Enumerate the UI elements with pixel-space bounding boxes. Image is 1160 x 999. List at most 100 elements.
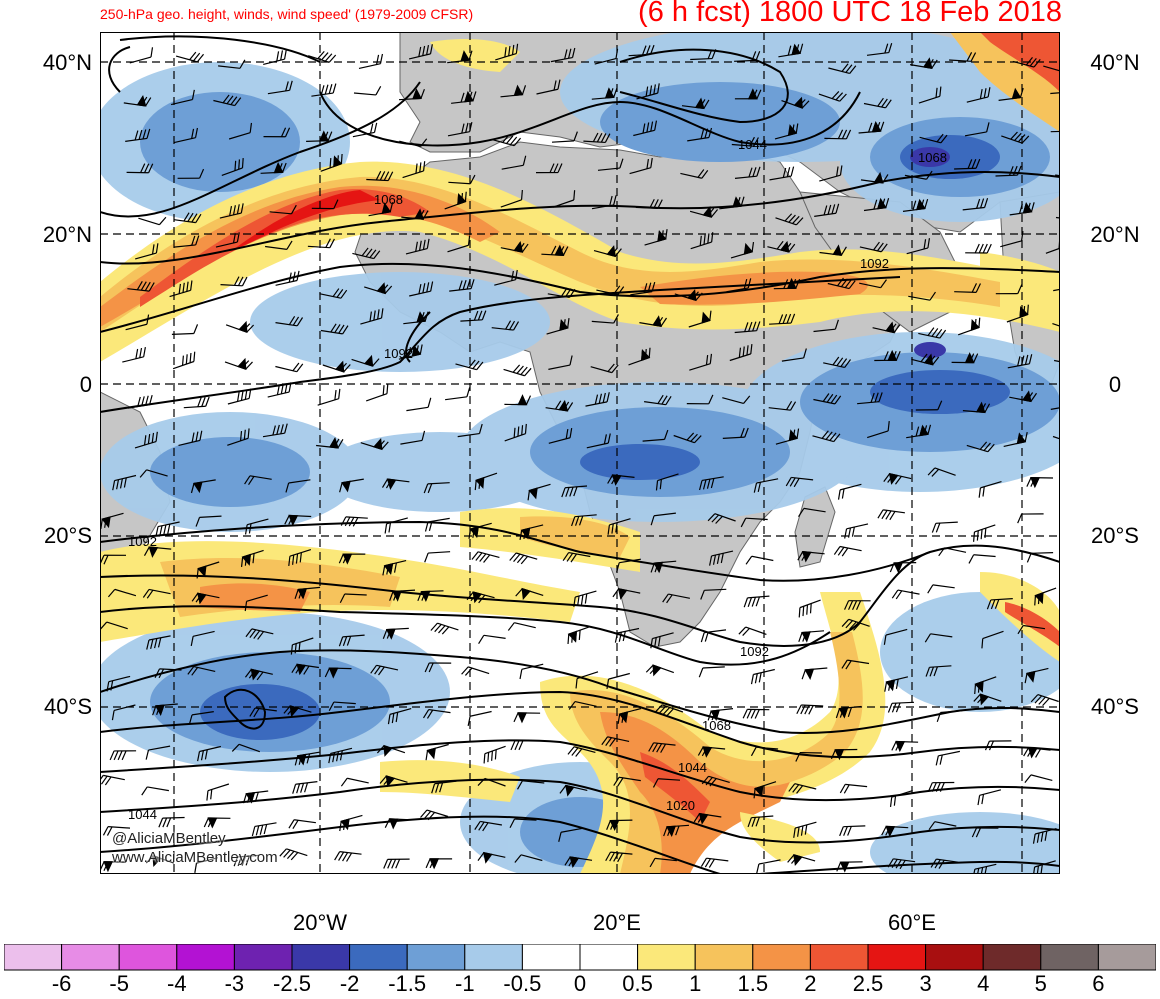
wind-barb	[966, 87, 991, 103]
wind-barb	[722, 395, 751, 405]
wind-barb	[360, 308, 384, 325]
wind-barb	[734, 50, 761, 62]
colorbar-tick-label: -4	[167, 971, 187, 996]
wind-barb	[233, 854, 260, 867]
wind-barb	[673, 432, 702, 444]
wind-barb	[551, 131, 578, 143]
wind-barb	[100, 861, 127, 873]
wind-barb	[381, 478, 410, 491]
wind-barb	[844, 600, 871, 610]
wind-barb	[951, 352, 979, 364]
contour-label: 1068	[702, 718, 731, 733]
lat-label-20n-left: 20°N	[42, 222, 92, 247]
wind-barb	[575, 671, 599, 689]
colorbar-cell	[579, 944, 639, 971]
wind-barb	[995, 284, 1023, 295]
wind-barb	[468, 522, 492, 539]
wind-barb	[650, 632, 674, 649]
wind-barb	[170, 89, 195, 106]
wind-barb	[830, 748, 858, 761]
wind-barb	[112, 474, 137, 491]
wind-barb	[1032, 828, 1057, 844]
lon-label-20w: 20°W	[292, 910, 348, 935]
wind-barb	[1055, 174, 1060, 179]
wind-barb	[841, 618, 870, 631]
wind-barb	[662, 593, 691, 604]
wind-barb	[931, 521, 958, 533]
wind-barb	[449, 279, 475, 292]
wind-barb	[927, 467, 956, 477]
colorbar-cell	[406, 944, 466, 971]
wind-barb	[240, 549, 264, 567]
wind-barb	[700, 857, 729, 868]
wind-barb	[567, 746, 596, 757]
wind-barb	[173, 127, 199, 144]
wind-barb	[824, 129, 852, 140]
wind-barb	[292, 781, 318, 794]
wind-barb	[183, 396, 210, 409]
wind-barb	[586, 433, 611, 449]
wind-barb	[687, 127, 713, 142]
wind-barb	[406, 397, 432, 412]
wind-barb	[358, 53, 384, 69]
colorbar-tick-label: -6	[51, 971, 72, 996]
wind-barb	[218, 59, 246, 69]
credit-twitter: @AliciaMBentley	[112, 830, 226, 847]
wind-barb	[106, 675, 131, 692]
wind-barb	[500, 241, 529, 253]
wind-barb	[628, 44, 655, 57]
wind-barb	[171, 324, 199, 335]
wind-barb	[1052, 323, 1060, 332]
wind-barb	[750, 668, 775, 685]
wind-barb	[1007, 354, 1033, 369]
wind-barb	[474, 472, 498, 491]
wind-barb	[483, 745, 506, 764]
colorbar-cell	[637, 944, 696, 971]
wind-barb	[927, 584, 955, 594]
wind-barb	[328, 747, 353, 764]
wind-barb	[597, 158, 624, 171]
wind-barb	[249, 707, 277, 718]
wind-barb	[740, 517, 768, 528]
wind-barb	[567, 626, 590, 645]
wind-barb	[1034, 587, 1057, 606]
colorbar-tick-label: 5	[1034, 971, 1047, 996]
wind-barb	[227, 388, 252, 405]
colorbar-cell	[521, 944, 581, 971]
wind-barb	[424, 662, 452, 673]
wind-barb	[197, 745, 222, 762]
wind-barb	[986, 598, 1013, 610]
wind-barb	[352, 122, 378, 138]
wind-barb	[689, 205, 719, 218]
wind-barb	[606, 819, 633, 832]
wind-barb	[769, 313, 796, 325]
wind-barb	[146, 635, 171, 650]
wind-barb	[860, 171, 889, 184]
wind-barb	[984, 740, 1012, 751]
contour-label: 1092	[860, 256, 889, 271]
wind-barb	[191, 592, 220, 605]
wind-barb	[617, 707, 642, 724]
wind-barb	[787, 854, 816, 867]
wind-barb	[734, 88, 762, 100]
wind-barb	[177, 168, 205, 179]
wind-barb	[906, 238, 931, 255]
wind-barb	[213, 94, 242, 107]
wind-barb	[818, 91, 847, 102]
wind-barb	[206, 783, 230, 801]
wind-barb	[403, 311, 429, 325]
wind-barb	[607, 474, 635, 486]
wind-barb	[536, 79, 561, 95]
wind-barb	[1017, 513, 1044, 524]
wind-barb	[504, 423, 527, 442]
wind-barb	[405, 238, 430, 255]
wind-barb	[686, 394, 714, 405]
wind-barb	[958, 317, 981, 336]
wind-barb	[753, 781, 777, 799]
wind-barb	[731, 136, 759, 147]
wind-barb	[910, 57, 938, 69]
colorbar-tick-label: -2	[339, 971, 360, 996]
wind-barb	[501, 155, 527, 170]
wind-barb	[145, 854, 174, 868]
wind-barb	[605, 851, 633, 863]
